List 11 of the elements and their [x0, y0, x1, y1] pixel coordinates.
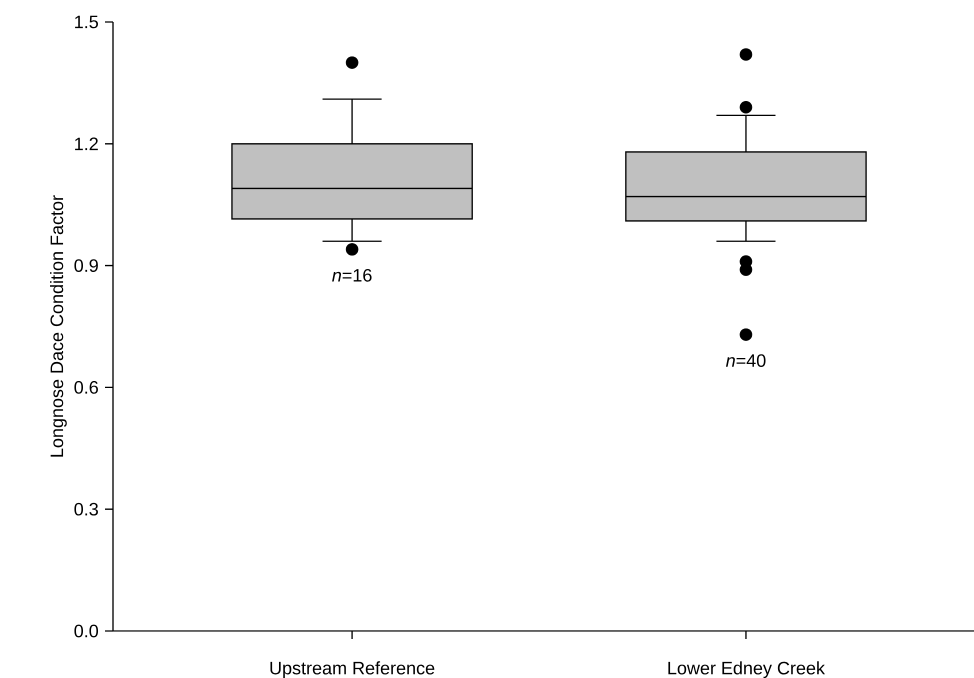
- annotation: n=16: [332, 268, 372, 282]
- x-tick-label: Upstream Reference: [270, 661, 434, 678]
- y-tick-label: 0.0: [74, 624, 98, 638]
- y-tick-label: 1.5: [75, 16, 98, 28]
- y-tick-label: 0.6: [74, 381, 98, 394]
- annotation: n=40: [726, 354, 766, 367]
- y-tick-label: 0.9: [74, 259, 98, 272]
- y-tick-label: 0.3: [74, 502, 98, 516]
- y-tick-label: 1.2: [75, 138, 98, 150]
- y-axis-title: Longnose Dace Condition Factor: [50, 195, 67, 457]
- x-tick-label: Lower Edney Creek: [668, 661, 825, 678]
